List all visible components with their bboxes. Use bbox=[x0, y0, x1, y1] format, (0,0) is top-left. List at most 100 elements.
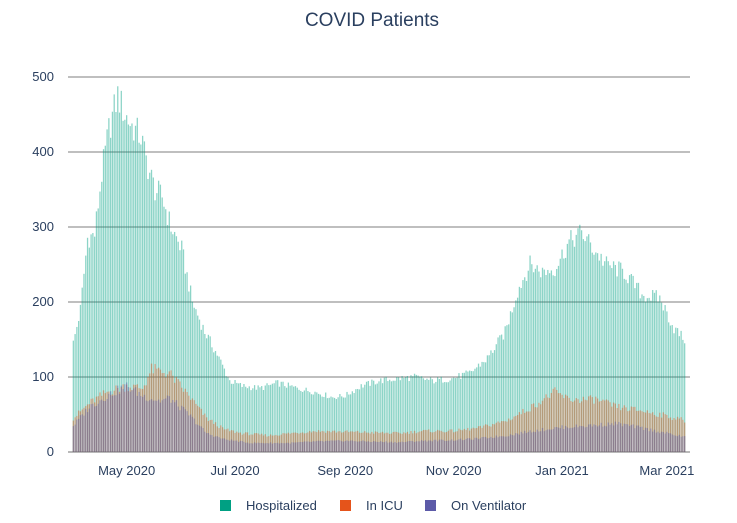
bar bbox=[628, 426, 631, 452]
bar bbox=[262, 435, 265, 452]
bar bbox=[225, 429, 227, 452]
bar bbox=[191, 301, 194, 452]
bar bbox=[289, 385, 291, 452]
bar bbox=[625, 407, 627, 452]
bar bbox=[623, 278, 625, 452]
bar bbox=[625, 424, 627, 452]
bar bbox=[396, 431, 398, 452]
bar bbox=[385, 376, 387, 452]
bar bbox=[150, 169, 153, 453]
legend: Hospitalized In ICU On Ventilator bbox=[220, 498, 527, 513]
bar bbox=[545, 394, 547, 452]
legend-item[interactable]: In ICU bbox=[340, 498, 403, 513]
bar bbox=[317, 440, 320, 452]
bar bbox=[301, 432, 304, 452]
bar bbox=[575, 398, 577, 452]
bar bbox=[509, 311, 512, 452]
bar bbox=[357, 430, 359, 452]
bar bbox=[133, 388, 135, 452]
bar bbox=[353, 441, 355, 452]
bar bbox=[362, 387, 364, 452]
bar bbox=[609, 265, 611, 452]
bar bbox=[321, 430, 323, 452]
bar bbox=[182, 406, 185, 452]
bar bbox=[495, 422, 497, 452]
bar bbox=[170, 402, 172, 452]
bar bbox=[630, 406, 632, 452]
bar bbox=[245, 442, 247, 452]
bar bbox=[577, 399, 579, 452]
bar bbox=[403, 442, 405, 452]
bar bbox=[550, 270, 553, 452]
bar bbox=[664, 433, 666, 452]
bar bbox=[371, 442, 373, 452]
bar bbox=[492, 423, 494, 452]
bar bbox=[406, 376, 409, 452]
bar bbox=[508, 436, 510, 452]
legend-item[interactable]: On Ventilator bbox=[425, 498, 527, 513]
bar bbox=[401, 376, 403, 452]
bar bbox=[378, 433, 380, 452]
bar bbox=[484, 424, 487, 452]
bar bbox=[277, 442, 279, 452]
bar bbox=[257, 433, 259, 452]
bar bbox=[543, 431, 545, 452]
bar bbox=[644, 301, 647, 452]
bar bbox=[179, 250, 181, 452]
bar bbox=[591, 397, 593, 452]
bar bbox=[156, 400, 158, 452]
bar bbox=[99, 191, 101, 453]
bar bbox=[408, 440, 410, 452]
bar bbox=[280, 381, 282, 452]
bar bbox=[534, 432, 537, 452]
bar bbox=[422, 440, 425, 452]
bar bbox=[337, 431, 339, 452]
legend-label: On Ventilator bbox=[451, 498, 527, 513]
bar bbox=[83, 415, 85, 452]
bar bbox=[532, 272, 535, 452]
bar bbox=[508, 324, 510, 452]
bar bbox=[490, 426, 492, 452]
bar bbox=[332, 430, 334, 452]
bar bbox=[604, 425, 606, 452]
x-tick-label: Sep 2020 bbox=[317, 463, 373, 478]
bar bbox=[605, 399, 608, 452]
bar bbox=[344, 430, 346, 452]
bar bbox=[287, 382, 290, 452]
bar bbox=[90, 234, 92, 452]
bar bbox=[241, 434, 243, 452]
bar bbox=[376, 431, 378, 452]
bar bbox=[216, 436, 218, 452]
bar bbox=[461, 372, 464, 452]
bar bbox=[245, 386, 247, 452]
bar bbox=[639, 426, 641, 452]
bar bbox=[348, 441, 350, 452]
bar bbox=[266, 383, 268, 452]
bar bbox=[499, 436, 501, 452]
legend-item[interactable]: Hospitalized bbox=[220, 498, 317, 513]
bar bbox=[524, 430, 526, 452]
bar bbox=[579, 224, 581, 452]
bar bbox=[383, 433, 385, 452]
bar bbox=[554, 387, 556, 452]
bar bbox=[76, 415, 78, 452]
bar bbox=[468, 438, 471, 452]
bar bbox=[305, 433, 307, 452]
bar bbox=[513, 307, 515, 452]
bar bbox=[342, 441, 345, 452]
bar bbox=[580, 230, 583, 452]
bar bbox=[353, 431, 355, 452]
bar bbox=[493, 424, 496, 452]
bar bbox=[536, 429, 538, 452]
bar bbox=[207, 334, 210, 452]
bar bbox=[600, 400, 602, 452]
bar bbox=[646, 298, 648, 452]
bar bbox=[618, 421, 620, 452]
bar bbox=[108, 393, 110, 452]
bar bbox=[412, 376, 414, 452]
bar bbox=[259, 434, 261, 452]
bar bbox=[175, 400, 178, 452]
bar bbox=[566, 243, 569, 452]
bar bbox=[684, 422, 686, 452]
bar bbox=[412, 441, 414, 452]
